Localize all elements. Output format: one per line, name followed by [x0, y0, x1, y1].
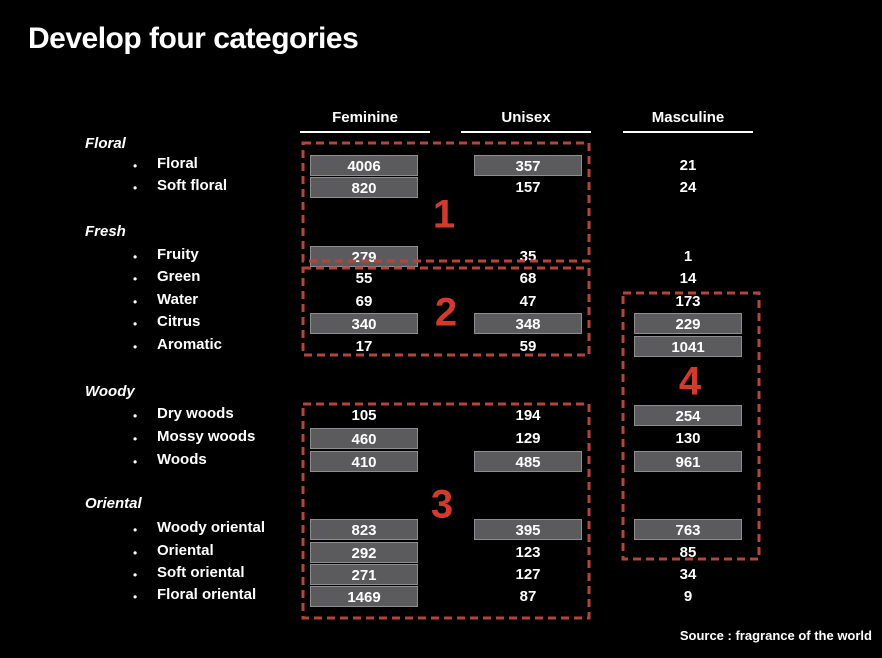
- feminine-underline: [300, 131, 430, 133]
- bullet-icon: •: [133, 295, 138, 309]
- group-4-number: 4: [678, 359, 702, 404]
- row-label: Floral: [157, 155, 198, 172]
- unisex-underline: [461, 131, 591, 133]
- value-cell: 173: [675, 293, 701, 310]
- slide-title: Develop four categories: [28, 22, 359, 55]
- value-box: 348: [474, 313, 582, 334]
- value-cell: 9: [683, 588, 693, 605]
- bullet-icon: •: [133, 317, 138, 331]
- bullet-icon: •: [133, 590, 138, 604]
- value-box: 292: [310, 542, 418, 563]
- bullet-icon: •: [133, 250, 138, 264]
- value-box: 395: [474, 519, 582, 540]
- category-heading: Oriental: [85, 495, 142, 512]
- bullet-icon: •: [133, 523, 138, 537]
- value-box: 485: [474, 451, 582, 472]
- value-box: 357: [474, 155, 582, 176]
- group-2-number: 2: [434, 290, 458, 335]
- value-box: 254: [634, 405, 742, 426]
- value-cell: 123: [515, 544, 541, 561]
- value-box: 271: [310, 564, 418, 585]
- column-header-feminine: Feminine: [332, 109, 398, 126]
- value-box: 229: [634, 313, 742, 334]
- category-heading: Floral: [85, 135, 126, 152]
- value-cell: 59: [519, 338, 537, 355]
- value-box: 279: [310, 246, 418, 267]
- row-label: Mossy woods: [157, 428, 256, 445]
- row-label: Aromatic: [157, 336, 223, 353]
- bullet-icon: •: [133, 409, 138, 423]
- row-label: Oriental: [157, 542, 214, 559]
- bullet-icon: •: [133, 455, 138, 469]
- row-label: Floral oriental: [157, 586, 257, 603]
- value-box: 460: [310, 428, 418, 449]
- value-box: 823: [310, 519, 418, 540]
- column-header-unisex: Unisex: [501, 109, 551, 126]
- value-cell: 194: [515, 407, 541, 424]
- category-heading: Fresh: [85, 223, 126, 240]
- row-label: Water: [157, 291, 199, 308]
- value-cell: 68: [519, 270, 537, 287]
- value-box: 820: [310, 177, 418, 198]
- bullet-icon: •: [133, 432, 138, 446]
- value-cell: 129: [515, 430, 541, 447]
- group-3-number: 3: [430, 482, 454, 527]
- value-box: 340: [310, 313, 418, 334]
- row-label: Woody oriental: [157, 519, 266, 536]
- value-cell: 87: [519, 588, 537, 605]
- source-note: Source : fragrance of the world: [679, 628, 872, 643]
- column-header-masculine: Masculine: [651, 109, 725, 126]
- value-box: 961: [634, 451, 742, 472]
- bullet-icon: •: [133, 568, 138, 582]
- category-heading: Woody: [85, 383, 135, 400]
- group-1-number: 1: [432, 192, 456, 237]
- value-cell: 24: [679, 179, 697, 196]
- bullet-icon: •: [133, 340, 138, 354]
- value-box: 410: [310, 451, 418, 472]
- row-label: Citrus: [157, 313, 201, 330]
- row-label: Green: [157, 268, 201, 285]
- bullet-icon: •: [133, 181, 138, 195]
- value-box: 4006: [310, 155, 418, 176]
- value-box: 763: [634, 519, 742, 540]
- value-cell: 14: [679, 270, 697, 287]
- value-cell: 1: [683, 248, 693, 265]
- bullet-icon: •: [133, 272, 138, 286]
- value-cell: 157: [515, 179, 541, 196]
- value-cell: 69: [355, 293, 373, 310]
- value-cell: 35: [519, 248, 537, 265]
- value-cell: 85: [679, 544, 697, 561]
- value-cell: 21: [679, 157, 697, 174]
- value-box: 1041: [634, 336, 742, 357]
- value-cell: 17: [355, 338, 373, 355]
- value-cell: 47: [519, 293, 537, 310]
- value-box: 1469: [310, 586, 418, 607]
- value-cell: 127: [515, 566, 541, 583]
- value-cell: 105: [351, 407, 377, 424]
- bullet-icon: •: [133, 546, 138, 560]
- row-label: Fruity: [157, 246, 199, 263]
- value-cell: 130: [675, 430, 701, 447]
- row-label: Woods: [157, 451, 207, 468]
- row-label: Dry woods: [157, 405, 234, 422]
- masculine-underline: [623, 131, 753, 133]
- value-cell: 34: [679, 566, 697, 583]
- value-cell: 55: [355, 270, 373, 287]
- bullet-icon: •: [133, 159, 138, 173]
- row-label: Soft oriental: [157, 564, 245, 581]
- row-label: Soft floral: [157, 177, 227, 194]
